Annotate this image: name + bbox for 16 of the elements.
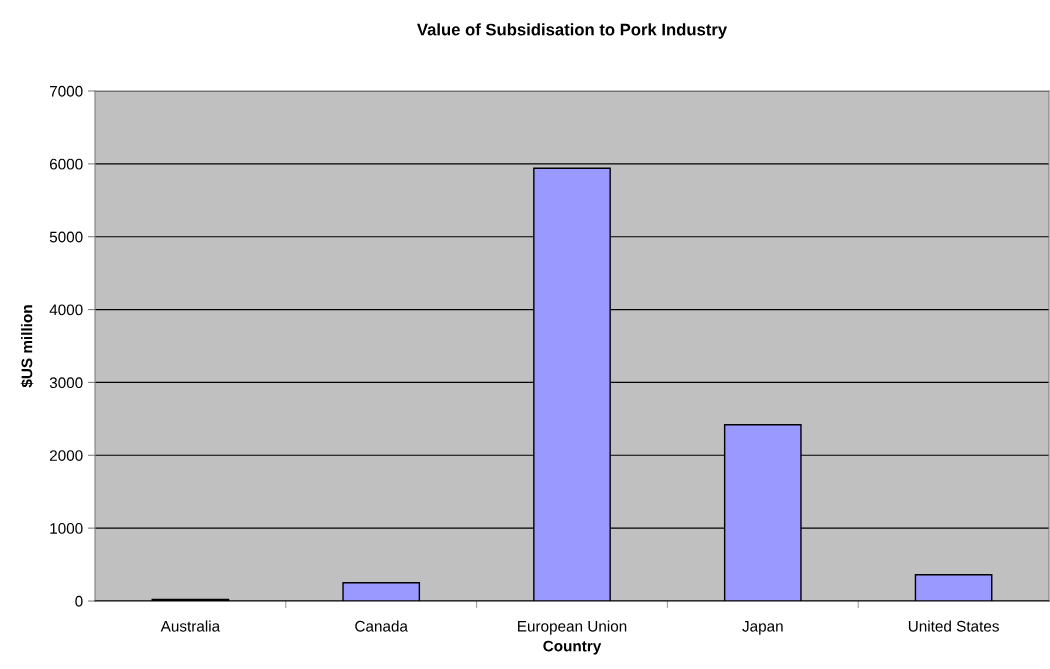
y-tick-label: 5000 [49,231,83,243]
x-tick-label: United States [908,620,999,632]
y-tick-label: 0 [75,595,83,607]
x-tick-label: Australia [160,620,221,632]
y-tick-label: 7000 [49,85,83,97]
chart-title: Value of Subsidisation to Pork Industry [417,23,728,39]
x-tick-label: European Union [518,620,627,635]
y-tick-label: 6000 [49,158,83,170]
y-axis-title: $US million [20,305,34,388]
x-axis-title: Country [543,640,602,655]
y-tick-label: 1000 [50,523,83,534]
y-tick-label: 2000 [49,450,83,461]
y-tick-label: 4000 [49,304,83,316]
x-tick-label: Japan [742,621,783,635]
y-tick-label: 3000 [49,377,83,389]
x-tick-label: Canada [355,620,408,632]
